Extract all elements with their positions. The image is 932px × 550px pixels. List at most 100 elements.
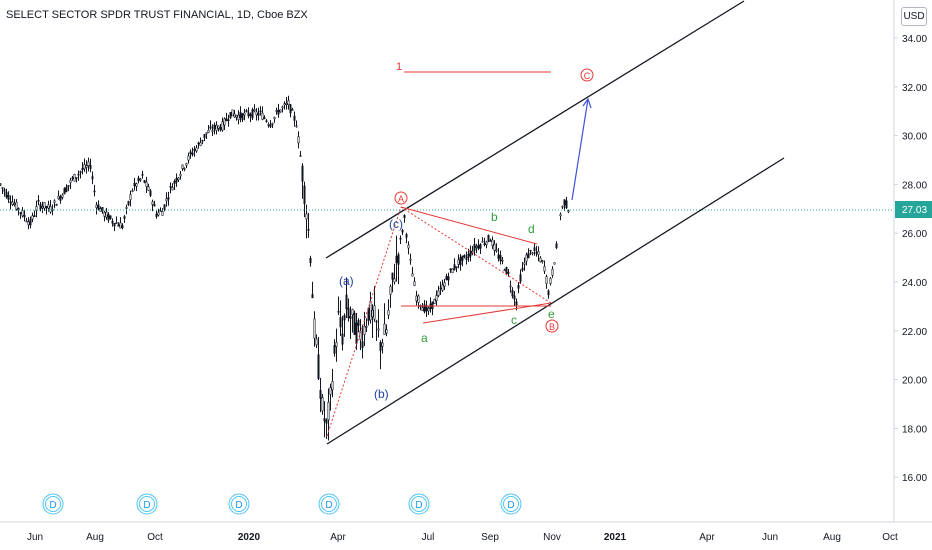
- candle-body: [373, 305, 376, 320]
- candle-body: [89, 165, 92, 169]
- candle-body: [277, 109, 280, 115]
- y-tick-label: 26.00: [902, 229, 927, 240]
- candle-body: [519, 274, 522, 282]
- candle-body: [565, 200, 568, 209]
- candle-body: [1, 187, 4, 189]
- dividend-marker[interactable]: D: [318, 493, 340, 515]
- candle-body: [349, 316, 352, 319]
- dividend-marker[interactable]: D: [228, 493, 250, 515]
- candle-body: [311, 294, 314, 299]
- candle-body: [401, 229, 404, 233]
- candle-body: [485, 241, 488, 245]
- candle-body: [231, 109, 234, 117]
- candle-body: [315, 338, 318, 346]
- candle-body: [433, 299, 436, 304]
- lower-channel-line[interactable]: [326, 157, 785, 445]
- x-tick-label: Nov: [543, 532, 561, 543]
- dividend-marker[interactable]: D: [136, 493, 158, 515]
- candle-body: [201, 139, 204, 142]
- candle-body: [487, 234, 490, 242]
- candle-body: [541, 260, 544, 262]
- candle-body: [525, 254, 528, 262]
- candle-body: [395, 255, 398, 263]
- candle-body: [539, 257, 542, 263]
- candle-body: [211, 130, 214, 132]
- candle-body: [353, 312, 356, 335]
- x-tick-label: Apr: [330, 532, 346, 543]
- currency-button[interactable]: USD: [901, 7, 927, 26]
- projection-arrow[interactable]: [571, 97, 592, 201]
- x-tick-label: Oct: [147, 532, 163, 543]
- y-tick-label: 30.00: [902, 132, 927, 143]
- candle-body: [427, 308, 430, 312]
- candle-body: [25, 220, 28, 223]
- dividend-marker[interactable]: D: [500, 493, 522, 515]
- candle-body: [217, 125, 220, 129]
- candle-body: [239, 111, 242, 119]
- triangle-pattern[interactable]: [326, 71, 552, 437]
- candle-body: [351, 309, 354, 316]
- candle-body: [131, 190, 134, 192]
- candle-body: [233, 113, 236, 118]
- label-b-paren: (b): [374, 387, 389, 401]
- upper-channel-line[interactable]: [325, 0, 745, 259]
- candle-body: [77, 173, 80, 176]
- candle-body: [281, 106, 284, 109]
- candle-body: [367, 307, 370, 322]
- candle-body: [147, 186, 150, 191]
- candle-body: [191, 152, 194, 156]
- candle-body: [483, 243, 486, 245]
- candle-body: [305, 213, 308, 220]
- candle-body: [229, 112, 232, 119]
- candle-body: [421, 307, 424, 311]
- candle-body: [537, 251, 540, 256]
- candle-body: [247, 112, 250, 117]
- candle-body: [143, 180, 146, 183]
- candle-body: [297, 136, 300, 144]
- candle-body: [363, 326, 366, 335]
- candle-body: [165, 198, 168, 202]
- candle-body: [329, 387, 332, 395]
- candle-body: [555, 243, 558, 248]
- candle-body: [171, 187, 174, 191]
- candle-body: [219, 127, 222, 131]
- label-d: d: [528, 222, 535, 236]
- candle-body: [83, 164, 86, 170]
- candle-body: [139, 178, 142, 181]
- dividend-marker[interactable]: D: [42, 493, 64, 515]
- candle-body: [99, 208, 102, 212]
- candle-body: [151, 201, 154, 205]
- candle-body: [121, 225, 124, 229]
- candle-body: [437, 290, 440, 296]
- candle-body: [347, 307, 350, 319]
- dividend-marker[interactable]: D: [408, 493, 430, 515]
- candle-body: [387, 310, 390, 316]
- candle-body: [97, 204, 100, 210]
- candle-body: [289, 104, 292, 114]
- candle-body: [505, 267, 508, 275]
- candle-body: [393, 278, 396, 283]
- candle-body: [531, 252, 534, 254]
- candle-body: [123, 216, 126, 219]
- candle-body: [203, 133, 206, 139]
- candle-body: [63, 188, 66, 195]
- candle-body: [563, 199, 566, 206]
- candle-body: [249, 114, 252, 117]
- candle-body: [439, 287, 442, 290]
- x-tick-label: 2021: [604, 532, 627, 543]
- candle-body: [183, 168, 186, 170]
- candle-body: [107, 214, 110, 221]
- candle-body: [265, 120, 268, 122]
- candle-body: [509, 285, 512, 288]
- candle-body: [341, 333, 344, 345]
- candle-body: [257, 112, 260, 116]
- candle-body: [545, 276, 548, 284]
- candle-body: [127, 201, 130, 205]
- candle-body: [269, 124, 272, 128]
- candle-body: [379, 342, 382, 351]
- candle-body: [361, 341, 364, 349]
- candle-body: [5, 191, 8, 198]
- candle-body: [29, 219, 32, 226]
